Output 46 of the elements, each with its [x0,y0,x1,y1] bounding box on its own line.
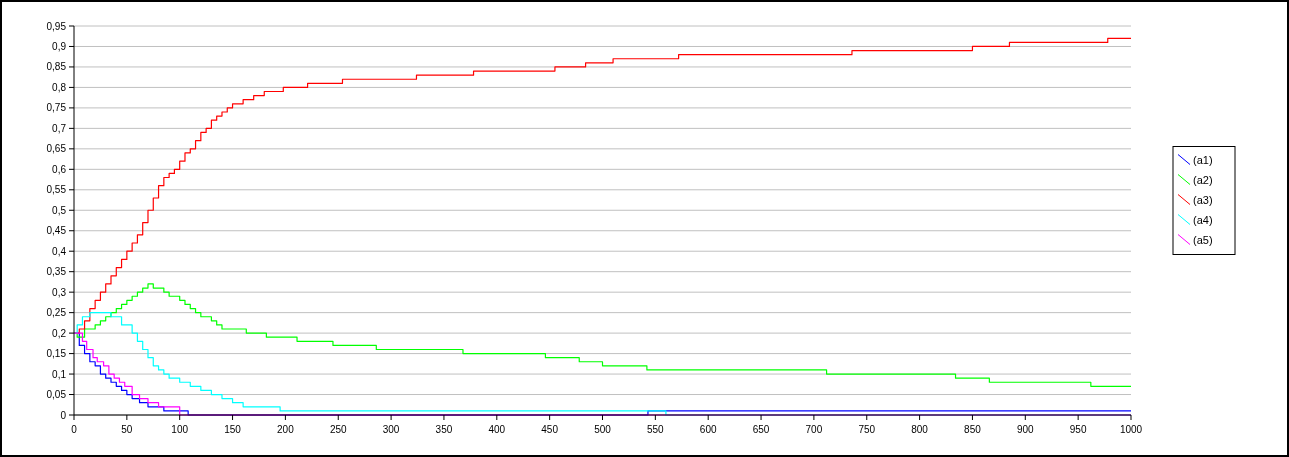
x-tick-label: 650 [752,424,770,435]
y-tick-label: 0,95 [46,20,67,32]
y-tick-label: 0,4 [52,245,67,257]
y-tick-label: 0,9 [52,40,67,52]
x-tick-label: 950 [1069,424,1087,435]
legend-label: (a5) [1193,234,1213,247]
legend-label: (a1) [1193,154,1213,167]
y-tick-label: 0,1 [52,368,67,380]
y-tick-label: 0,45 [46,225,67,237]
x-tick-label: 400 [488,424,506,435]
x-tick-label: 900 [1016,424,1035,435]
y-tick-label: 0,85 [46,61,67,73]
x-tick-label: 600 [699,424,717,435]
x-tick-label: 550 [647,424,665,435]
legend-label: (a4) [1193,214,1213,227]
x-tick-label: 350 [435,424,453,435]
y-tick-label: 0,75 [46,102,67,114]
y-tick-label: 0,6 [52,163,67,175]
x-tick-label: 1000 [1119,424,1143,435]
legend-label: (a3) [1193,194,1213,207]
y-tick-label: 0,5 [52,204,67,216]
x-tick-label: 100 [171,424,189,435]
y-tick-label: 0,8 [52,81,67,93]
y-tick-label: 0,2 [52,327,67,339]
x-tick-label: 50 [121,424,133,435]
x-tick-label: 250 [329,424,348,435]
y-tick-label: 0,15 [46,348,67,360]
y-tick-label: 0,25 [46,307,67,319]
x-tick-label: 450 [541,424,559,435]
x-tick-label: 700 [805,424,823,435]
x-tick-label: 0 [71,424,78,435]
y-tick-label: 0,3 [52,286,67,298]
x-tick-label: 150 [224,424,242,435]
y-tick-label: 0,7 [52,122,67,134]
x-tick-label: 200 [277,424,295,435]
x-tick-label: 500 [594,424,612,435]
y-tick-label: 0,35 [46,266,67,278]
y-tick-label: 0,55 [46,184,67,196]
x-tick-label: 800 [911,424,929,435]
y-tick-label: 0,65 [46,143,67,155]
x-tick-label: 750 [858,424,876,435]
y-tick-label: 0 [60,409,67,421]
x-tick-label: 850 [964,424,982,435]
x-tick-label: 300 [382,424,400,435]
y-tick-label: 0,05 [46,389,67,401]
legend-label: (a2) [1193,174,1213,187]
